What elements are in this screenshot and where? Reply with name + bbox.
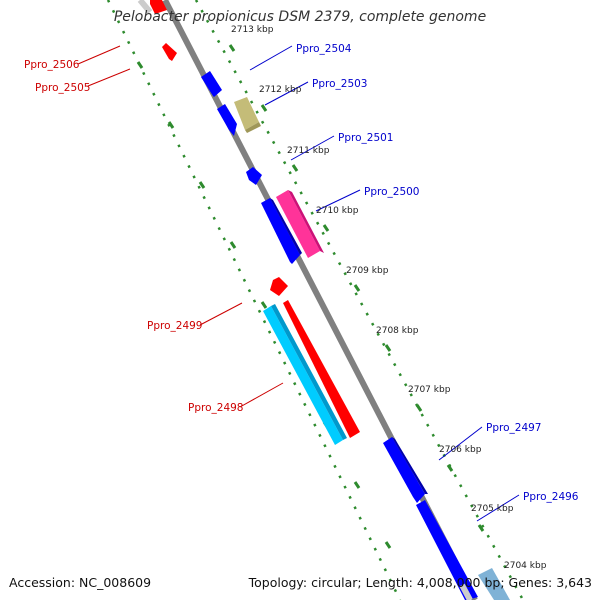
gene-feature[interactable]: [201, 71, 222, 97]
gene-label[interactable]: Ppro_2497: [486, 422, 541, 434]
genome-backbone: [162, 0, 478, 600]
major-tick: [136, 61, 144, 69]
gene-feature[interactable]: [246, 167, 262, 185]
major-tick: [384, 344, 392, 352]
leader-line: [77, 45, 121, 65]
gene-feature: [245, 122, 261, 133]
gene-label[interactable]: Ppro_2503: [312, 78, 367, 90]
major-tick: [291, 164, 299, 172]
gene-feature[interactable]: [263, 306, 343, 445]
accession-text: Accession: NC_008609: [9, 575, 152, 590]
gene-feature[interactable]: [162, 43, 177, 61]
major-tick: [198, 181, 206, 189]
gene-label[interactable]: Ppro_2506: [24, 59, 80, 71]
major-tick: [167, 121, 175, 129]
gene-label[interactable]: Ppro_2498: [188, 402, 243, 414]
gene-feature[interactable]: [478, 568, 510, 600]
kbp-label: 2707 kbp: [408, 385, 451, 395]
kbp-label: 2710 kbp: [316, 206, 359, 216]
gene-feature[interactable]: [383, 437, 425, 503]
genome-backbone-shadow: [137, 0, 153, 14]
gene-feature[interactable]: [150, 0, 167, 14]
major-tick: [260, 301, 268, 309]
leader-line: [290, 135, 335, 161]
map-title: Pelobacter propionicus DSM 2379, complet…: [113, 9, 487, 25]
kbp-label: 2709 kbp: [346, 266, 389, 276]
gene-label[interactable]: Ppro_2499: [147, 320, 202, 332]
gene-feature: [392, 437, 428, 494]
leader-line: [438, 426, 483, 461]
leader-line: [249, 45, 293, 71]
gene-feature[interactable]: [217, 104, 237, 136]
kbp-label: 2708 kbp: [376, 326, 419, 336]
genome-backbone-shadow: [459, 583, 473, 600]
genome-summary-text: Topology: circular; Length: 4,008,000 bp…: [248, 575, 592, 590]
major-tick: [415, 404, 423, 412]
leader-line: [239, 382, 284, 408]
gene-feature[interactable]: [416, 500, 478, 600]
gene-label[interactable]: Ppro_2500: [364, 186, 419, 198]
major-tick: [260, 104, 268, 112]
inner-tick-ring: [106, 0, 402, 600]
gene-feature[interactable]: [270, 277, 288, 296]
leader-line: [264, 81, 309, 106]
major-tick: [446, 464, 454, 472]
leader-line: [199, 302, 243, 326]
gene-feature: [288, 190, 324, 253]
major-tick: [353, 284, 361, 292]
major-tick: [322, 224, 330, 232]
gene-label[interactable]: Ppro_2504: [296, 43, 352, 55]
kbp-label: 2713 kbp: [231, 25, 274, 35]
major-tick: [228, 44, 236, 52]
gene-feature: [270, 198, 302, 255]
gene-label[interactable]: Ppro_2501: [338, 132, 393, 144]
kbp-label: 2705 kbp: [471, 504, 514, 514]
kbp-label: 2712 kbp: [259, 85, 302, 95]
gene-feature[interactable]: [276, 190, 320, 258]
leader-line: [315, 189, 361, 212]
gene-label[interactable]: Ppro_2505: [35, 82, 90, 94]
gene-feature[interactable]: [261, 198, 300, 264]
kbp-label: 2706 kbp: [439, 445, 482, 455]
major-tick: [353, 481, 361, 489]
kbp-label: 2711 kbp: [287, 146, 330, 156]
gene-feature[interactable]: [283, 300, 360, 438]
gene-label[interactable]: Ppro_2496: [523, 491, 579, 503]
gene-feature: [271, 304, 347, 440]
kbp-label: 2704 kbp: [504, 561, 547, 571]
major-tick: [477, 524, 485, 532]
major-tick: [229, 241, 237, 249]
leader-line: [87, 68, 131, 87]
gene-feature[interactable]: [234, 97, 259, 130]
leader-line: [476, 494, 520, 522]
major-tick: [384, 541, 392, 549]
